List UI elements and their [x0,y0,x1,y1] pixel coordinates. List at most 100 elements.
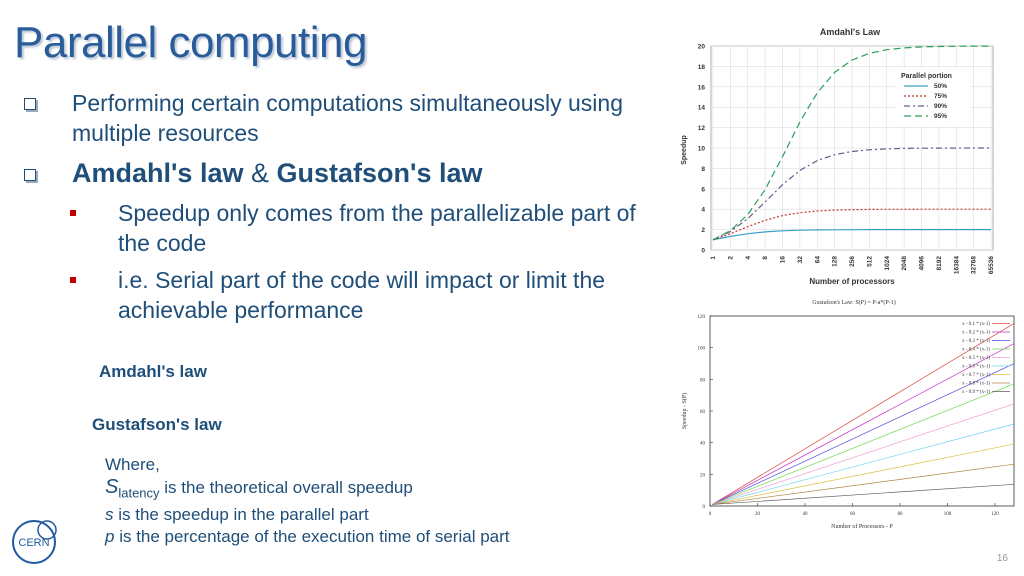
y-tick-label: 0 [701,248,705,255]
amdahl-title: Amdahl's Law [820,27,881,37]
ampersand: & [250,158,269,188]
legend-label: x - 0.2 * (x-1) [962,331,990,336]
legend-label: x - 0.6 * (x-1) [962,365,990,370]
x-tick-label: 20 [755,512,761,517]
series-line-50pct [712,229,991,241]
gustafson-plot-area [709,315,1015,507]
cern-logo: CERN [10,516,62,573]
x-tick-label: 128 [832,256,839,267]
y-tick-label: 4 [701,207,705,214]
y-tick-label: 16 [698,84,706,91]
bullet-box-icon [24,98,36,110]
x-tick-label: 1024 [884,256,891,271]
legend-label: x - 0.7 * (x-1) [962,373,990,378]
gustafson-series-line [712,323,1015,505]
s-latency-line: Slatency is the theoretical overall spee… [105,476,509,504]
gustafson-legend: x - 0.1 * (x-1) x - 0.2 * (x-1) x - 0.3 * … [962,322,1010,395]
x-tick-label: 4 [745,256,752,260]
amdahl-ylabel: Speedup [681,135,688,165]
cern-logo-icon: CERN [12,520,57,564]
x-tick-label: 4096 [919,256,926,271]
y-tick-label: 120 [698,315,706,320]
y-tick-label: 2 [701,227,705,234]
bullet-2: Amdahl's law & Gustafson's law [24,158,483,188]
x-tick-label: 120 [991,512,999,517]
s-symbol: S [105,476,119,498]
x-tick-label: 65536 [988,256,995,274]
bullet-1: Performing certain computations simultan… [24,88,632,148]
y-tick-label: 8 [701,166,705,173]
amdahl-label: Amdahl's law [99,362,207,381]
sub-bullet-2-text: i.e. Serial part of the code will impact… [118,267,606,323]
legend-label: x - 0.5 * (x-1) [962,356,990,361]
gustafson-series-line [712,343,1015,505]
legend-label: x - 0.1 * (x-1) [962,322,990,327]
y-tick-label: 100 [698,347,706,352]
s-line: s is the speedup in the parallel part [105,504,509,526]
legend-title: Parallel portion [901,73,952,80]
x-tick-label: 40 [803,512,809,517]
sub-bullet-2: i.e. Serial part of the code will impact… [70,265,638,325]
bullet-1-text: Performing certain computations simultan… [72,90,623,146]
s-text: is the speedup in the parallel part [118,505,369,525]
y-tick-label: 18 [698,64,706,71]
y-tick-label: 60 [700,410,706,415]
x-tick-label: 2048 [901,256,908,271]
y-tick-label: 0 [703,505,706,510]
series-line-90pct [712,147,991,241]
gustafson-series-line [712,363,1015,505]
gustafson-xlabel: Number of Processors - P [831,523,893,530]
s-latency-text: is the theoretical overall speedup [164,478,413,497]
x-tick-label: 8192 [936,256,943,271]
legend-label: x - 0.9 * (x-1) [962,390,990,395]
page-number: 16 [996,553,1008,564]
sub-bullet-1: Speedup only comes from the parallelizab… [70,198,638,258]
legend-label: 95% [934,113,947,120]
y-tick-label: 40 [700,442,706,447]
x-tick-label: 32768 [971,256,978,274]
amdahl-heading: Amdahl's law [72,158,244,188]
series-line-75pct [712,208,991,241]
gustafson-ylabel: Speedup - S(P) [681,393,688,429]
x-tick-label: 16384 [953,256,960,274]
x-tick-label: 8 [762,256,769,260]
legend-label: x - 0.3 * (x-1) [962,339,990,344]
gustafson-heading: Gustafson's law [276,158,483,188]
amdahl-legend: Parallel portion 50% 75% 90% 95% [896,68,970,126]
sub-bullet-1-text: Speedup only comes from the parallelizab… [118,200,636,256]
gustafson-chart: Gustafson's Law: S(P) = P-a*(P-1) 0 20 40 6… [681,299,1015,530]
x-tick-label: 32 [797,256,804,264]
slide-title: Parallel computing [14,18,367,67]
y-tick-label: 6 [701,186,705,193]
x-tick-label: 60 [850,512,856,517]
gustafson-series-line [712,423,1015,505]
gustafson-title: Gustafson's Law: S(P) = P-a*(P-1) [812,299,895,306]
legend-label: 50% [934,83,947,90]
bullet-box-icon [24,169,36,181]
gustafson-label: Gustafson's law [92,415,222,434]
y-tick-label: 80 [700,378,706,383]
y-tick-label: 14 [698,105,706,112]
latency-subscript: latency [118,485,160,501]
y-tick-label: 10 [698,146,706,153]
x-tick-label: 512 [866,256,873,267]
gustafson-series-line [712,383,1015,505]
legend-label: x - 0.4 * (x-1) [962,348,990,353]
y-tick-label: 20 [698,44,706,51]
p-line: p is the percentage of the execution tim… [105,526,509,548]
gustafson-series-line [712,443,1015,505]
y-tick-label: 12 [698,125,706,132]
x-tick-label: 64 [814,256,821,264]
gustafson-series-line [712,403,1015,505]
x-tick-label: 256 [849,256,856,267]
x-tick-label: 2 [727,256,734,260]
square-bullet-icon [70,210,76,216]
x-tick-label: 0 [709,512,712,517]
gustafson-series-line [712,463,1015,505]
square-bullet-icon [70,277,76,283]
gustafson-series-line [712,483,1015,505]
where-block: Where, Slatency is the theoretical overa… [105,454,509,548]
p-symbol: p [105,527,115,547]
y-tick-label: 20 [700,473,706,478]
s-small-symbol: s [105,505,114,525]
